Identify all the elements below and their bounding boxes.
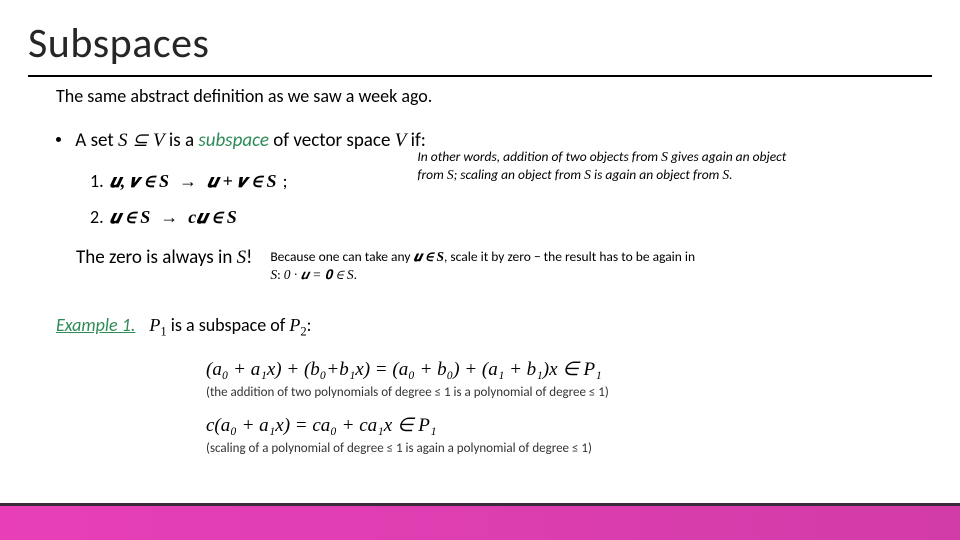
cond1-end: ; [283, 170, 288, 192]
zero-line: The zero is always in S! Because one can… [56, 242, 960, 284]
example-text: P1 is a subspace of P2: [149, 314, 311, 340]
ex-mid: is a subspace of [167, 314, 290, 336]
aside-S1: S [661, 149, 668, 164]
zn-eq: 0 · 𝒖 = 𝟎 ∈ S [284, 267, 354, 282]
equation-2-note: (scaling of a polynomial of degree ≤ 1 i… [206, 437, 960, 470]
aside-S3: S [584, 167, 591, 182]
aside-t1: In other words, addition of two objects … [417, 148, 661, 165]
equation-2: c(a₀ + a₁x) = ca₀ + ca₁x ∈ P₁ [206, 414, 960, 437]
slide: Subspaces The same abstract definition a… [0, 0, 960, 540]
condition-1: 1. 𝒖, 𝒗 ∈ S → 𝒖 + 𝒗 ∈ S ; [90, 170, 287, 192]
aside-t3: ; scaling an object from [454, 166, 585, 183]
zero-bang: ! [246, 246, 252, 269]
subtitle: The same abstract definition as we saw a… [0, 77, 960, 107]
conditions: 1. 𝒖, 𝒗 ∈ S → 𝒖 + 𝒗 ∈ S ; 2. 𝒖 ∈ S → c𝒖 … [56, 152, 287, 242]
ex-P1: P [149, 315, 160, 335]
conditions-row: 1. 𝒖, 𝒗 ∈ S → 𝒖 + 𝒗 ∈ S ; 2. 𝒖 ∈ S → c𝒖 … [56, 152, 960, 242]
cond1-lhs: 𝒖, 𝒗 ∈ S [110, 171, 169, 192]
arrow-icon: → [175, 171, 201, 192]
example-row: Example 1. P1 is a subspace of P2: [56, 284, 960, 340]
def-V: V [395, 130, 407, 151]
zn1: Because one can take any [270, 248, 413, 265]
zero-note: Because one can take any 𝒖 ∈ S, scale it… [270, 248, 700, 284]
bullet-icon [56, 137, 61, 142]
equation-block: (a₀ + a₁x) + (b₀+b₁x) = (a₀ + b₀) + (a₁ … [56, 340, 960, 470]
zn2: , scale it by zero − the result has to b… [444, 248, 695, 265]
def-prefix: A set [75, 129, 118, 152]
def-term: subspace [198, 129, 273, 152]
cond2-lhs: 𝒖 ∈ S [110, 207, 151, 228]
aside-note: In other words, addition of two objects … [417, 148, 797, 184]
ex-colon: : [307, 314, 312, 336]
example-label: Example 1. [56, 314, 135, 336]
ex-P2: P [289, 315, 300, 335]
arrow-icon: → [156, 207, 182, 228]
condition-2: 2. 𝒖 ∈ S → c𝒖 ∈ S [90, 206, 287, 228]
zn-u: 𝒖 ∈ S [414, 249, 444, 264]
page-title: Subspaces [0, 0, 960, 69]
def-is: is a [169, 129, 198, 152]
zero-t1: The zero is always in [76, 246, 237, 269]
aside-t4: is again an object from [591, 166, 722, 183]
aside-t5: . [729, 166, 732, 183]
footer-bar [0, 506, 960, 540]
cond2-num: 2. [90, 206, 104, 228]
cond1-rhs: 𝒖 + 𝒗 ∈ S [207, 171, 277, 192]
cond2-rhs: c𝒖 ∈ S [188, 207, 237, 228]
equation-1: (a₀ + a₁x) + (b₀+b₁x) = (a₀ + b₀) + (a₁ … [206, 358, 960, 381]
zero-statement: The zero is always in S! [76, 246, 252, 269]
aside-S2: S [447, 167, 454, 182]
equation-1-note: (the addition of two polynomials of degr… [206, 381, 960, 414]
content-area: A set S ⊆ V is a subspace of vector spac… [0, 107, 960, 470]
cond1-num: 1. [90, 170, 104, 192]
zn4: . [354, 266, 357, 283]
zero-S: S [237, 247, 247, 268]
def-set: S ⊆ V [118, 130, 165, 151]
def-suffix: of vector space [273, 129, 394, 152]
zn3: : [277, 266, 284, 283]
